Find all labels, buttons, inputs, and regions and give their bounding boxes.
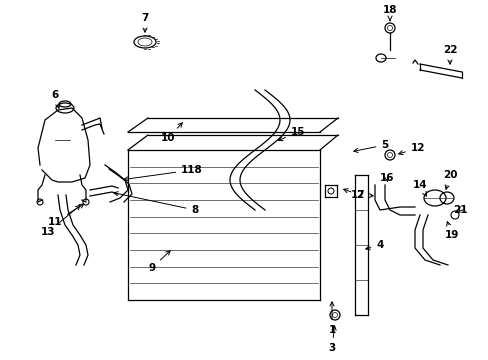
Text: 12: 12 (398, 143, 425, 155)
Text: 19: 19 (444, 222, 458, 240)
Text: 9: 9 (148, 251, 170, 273)
Text: 6: 6 (51, 90, 60, 108)
Text: 3: 3 (328, 326, 335, 353)
Text: 20: 20 (442, 170, 456, 189)
Text: 8: 8 (114, 192, 198, 215)
Text: 1: 1 (328, 302, 335, 335)
Text: 4: 4 (365, 240, 383, 250)
Text: 10: 10 (161, 123, 182, 143)
Text: 15: 15 (278, 127, 305, 141)
Text: 118: 118 (123, 165, 203, 181)
Text: 11: 11 (48, 204, 83, 227)
Text: 16: 16 (379, 173, 393, 183)
Text: 17: 17 (350, 190, 372, 200)
Text: 5: 5 (353, 140, 388, 153)
Text: 13: 13 (41, 206, 80, 237)
Text: 18: 18 (382, 5, 396, 21)
Text: 22: 22 (442, 45, 456, 64)
Text: 2: 2 (343, 189, 363, 200)
Text: 21: 21 (452, 205, 467, 215)
Text: 7: 7 (141, 13, 148, 32)
Text: 14: 14 (412, 180, 427, 196)
